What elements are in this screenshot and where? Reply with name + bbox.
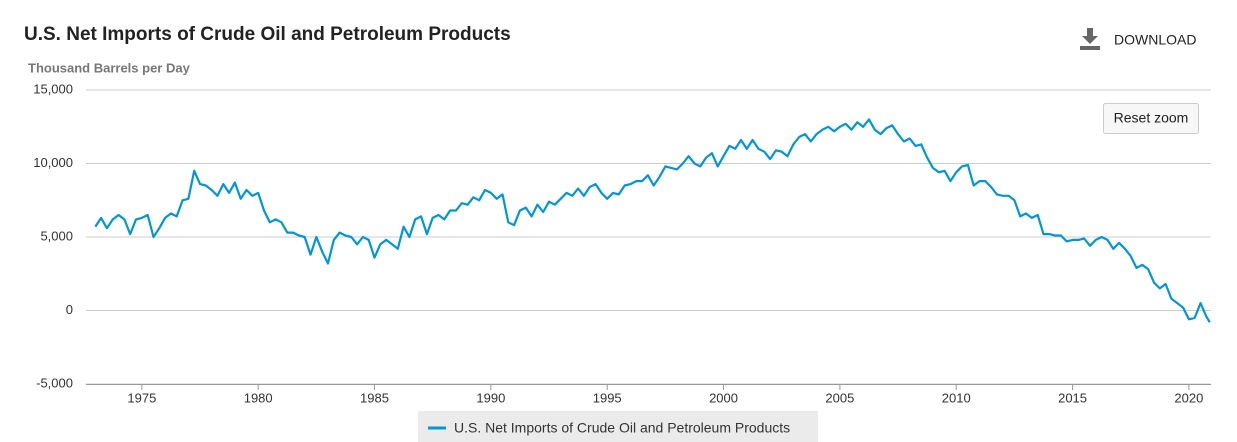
- download-icon: [1080, 28, 1100, 50]
- x-tick-label: 1990: [476, 390, 505, 405]
- y-tick-label: 15,000: [33, 81, 73, 96]
- chart-title: U.S. Net Imports of Crude Oil and Petrol…: [24, 24, 511, 45]
- y-tick-label: -5,000: [36, 375, 73, 390]
- y-tick-label: 0: [66, 302, 73, 317]
- reset-zoom-label: Reset zoom: [1114, 110, 1189, 126]
- x-tick-label: 2020: [1174, 390, 1203, 405]
- legend-label: U.S. Net Imports of Crude Oil and Petrol…: [454, 420, 790, 436]
- y-axis-title: Thousand Barrels per Day: [28, 60, 191, 75]
- reset-zoom-box: [1103, 103, 1199, 134]
- x-tick-label: 2005: [825, 390, 854, 405]
- x-tick-label: 2010: [942, 390, 971, 405]
- legend[interactable]: U.S. Net Imports of Crude Oil and Petrol…: [418, 411, 818, 442]
- x-tick-label: 1985: [360, 390, 389, 405]
- download-label: DOWNLOAD: [1114, 32, 1196, 48]
- y-tick-label: 10,000: [33, 155, 73, 170]
- x-tick-label: 1975: [127, 390, 156, 405]
- x-tick-label: 2015: [1058, 390, 1087, 405]
- reset-zoom-button[interactable]: Reset zoom: [1103, 103, 1199, 134]
- x-tick-label: 1995: [593, 390, 622, 405]
- plot-area: -5,000 0 5,000 10,000 15,000 1975 1980 1985 1990…: [33, 81, 1211, 405]
- y-tick-label: 5,000: [40, 228, 73, 243]
- data-line: [94, 118, 1211, 323]
- x-tick-label: 1980: [244, 390, 273, 405]
- download-button[interactable]: DOWNLOAD: [1080, 28, 1196, 50]
- x-tick-label: 2000: [709, 390, 738, 405]
- legend-box: [418, 411, 818, 442]
